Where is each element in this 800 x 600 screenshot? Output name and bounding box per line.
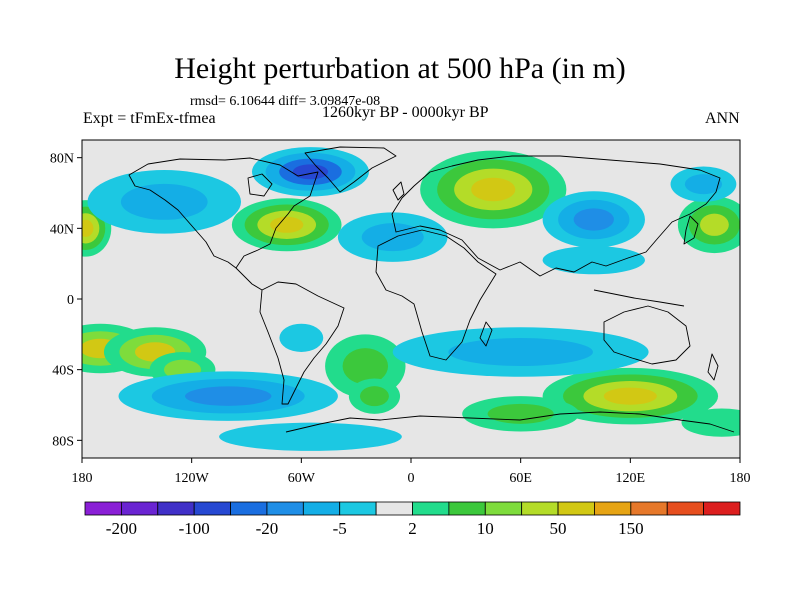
lon-tick-label-1: 120W [175,471,210,486]
field-contour-15-2 [573,208,614,231]
field-contour-6-3 [270,216,304,233]
coastline-japan [683,215,699,245]
lon-tick-label-0: 180 [72,471,93,486]
field-contour-11-0 [681,408,740,437]
field-contour-13-3 [292,164,329,180]
colorbar-swatch-13 [557,501,595,516]
field-contour-8-2 [700,213,729,236]
field-contour-7-3 [82,219,94,237]
coastlines [128,146,735,433]
coastline-indonesia [593,289,685,307]
lat-tick-label-2: 0 [67,293,74,308]
lon-tick-label-4: 60E [509,471,532,486]
colorbar-label-7: 150 [618,519,644,538]
lon-tick-label-3: 0 [408,471,415,486]
colorbar-swatch-8 [375,501,413,516]
field-contour-16-1 [684,174,723,195]
colorbar-swatch-15 [630,501,668,516]
field-contour-4-1 [359,386,389,407]
colorbar-label-2: -20 [256,519,279,538]
coastline-hudson-bay [247,173,273,197]
coastline-greenland [304,146,397,193]
period-label: 1260kyr BP - 0000kyr BP [322,104,489,121]
height-field [82,140,740,458]
colorbar-swatch-16 [666,501,705,516]
latitude-axis: 80N 40N 0 40S 80S [50,152,82,449]
colorbar-swatch-10 [448,501,486,516]
coastline-central-america [235,267,263,291]
field-contour-5-3 [471,177,516,202]
lat-tick-label-4: 80S [52,434,74,449]
colorbar-swatch-7 [339,501,377,516]
coastline-eurasia [391,155,721,277]
field-contour-17-0 [542,246,645,275]
colorbar-label-5: 10 [477,519,494,538]
colorbar-swatch-4 [230,501,268,516]
colorbar-label-6: 50 [550,519,567,538]
coastline-madagascar [479,321,493,347]
colorbar-swatch-1 [120,501,159,516]
field-contour-20-0 [279,323,324,352]
colorbar-swatch-2 [157,501,195,516]
field-contour-9-3 [603,387,657,405]
coastline-africa [375,229,497,361]
field-contour-21-0 [219,422,402,451]
colorbar-label-1: -100 [179,519,210,538]
field-contour-18-2 [185,386,272,406]
experiment-label: Expt = tFmEx-tfmea [83,110,216,127]
lat-tick-label-3: 40S [52,364,74,379]
season-label: ANN [705,110,740,127]
colorbar-swatch-12 [521,501,559,516]
field-contour-3-1 [342,348,389,385]
colorbar-swatch-9 [412,501,450,516]
rmsd-diff-stats: rmsd= 6.10644 diff= 3.09847e-08 [190,94,381,109]
lon-tick-label-6: 180 [730,471,751,486]
longitude-axis: 180 120W 60W 0 60E 120E 180 [72,458,751,486]
colorbar-label-0: -200 [106,519,137,538]
colorbar-label-3: -5 [333,519,347,538]
colorbar-swatch-14 [594,501,632,516]
lon-tick-label-5: 120E [616,471,646,486]
coastline-australia [603,305,691,365]
colorbar-swatch-5 [266,501,304,516]
coastline-new-zealand [707,353,719,381]
coastline-uk [392,181,405,201]
lat-tick-label-0: 80N [50,152,74,167]
colorbar-swatch-3 [193,501,231,516]
field-contour-14-1 [361,223,424,252]
colorbar-label-4: 2 [408,519,417,538]
lon-tick-label-2: 60W [288,471,316,486]
colorbar-swatch-0 [84,501,122,516]
colorbar-swatch-17 [703,501,741,516]
coastline-north-america [128,157,319,269]
lat-tick-label-1: 40N [50,222,74,237]
field-contour-19-1 [448,338,593,366]
field-contour-10-1 [487,403,554,424]
coastline-south-america [259,281,345,405]
colorbar-swatch-11 [484,501,523,516]
colorbar-swatch-6 [302,501,341,516]
plot-title: Height perturbation at 500 hPa (in m) [174,52,626,85]
field-contour-12-1 [120,183,208,220]
coastline-antarctica [285,411,735,433]
colorbar: -200 -100 -20 -5 2 10 50 150 [84,501,741,538]
